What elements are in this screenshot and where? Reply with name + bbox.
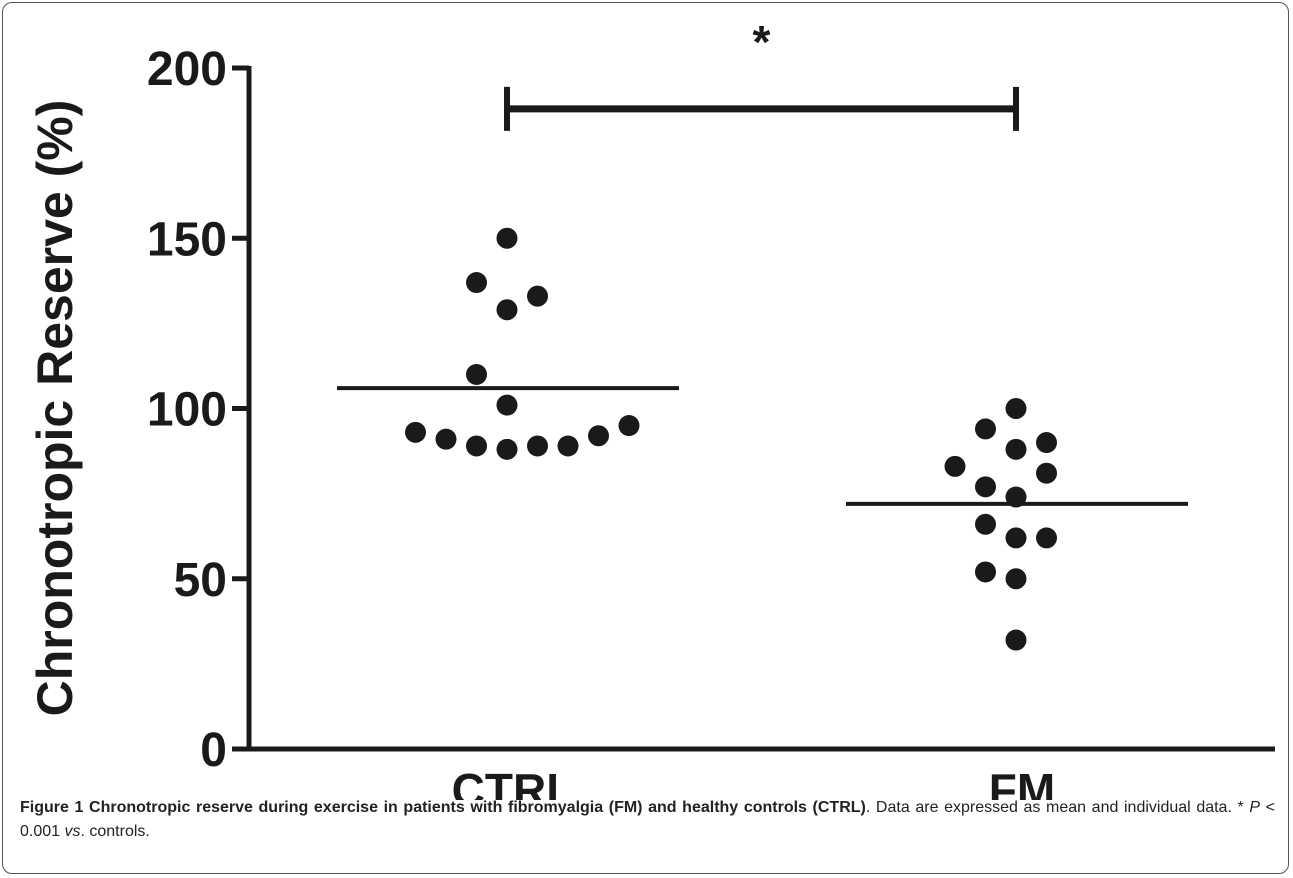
figure-caption: Figure 1 Chronotropic reserve during exe… bbox=[20, 796, 1275, 844]
significance-marker: * bbox=[753, 16, 771, 68]
point-fm-6 bbox=[1036, 462, 1057, 484]
point-ctrl-9 bbox=[466, 435, 487, 457]
y-tick-label-0: 0 bbox=[200, 724, 227, 777]
point-ctrl-5 bbox=[466, 363, 487, 385]
point-fm-2 bbox=[975, 418, 996, 440]
scatter-chart: 0 50 100 150 200 Chronotropic Reserve (%) CTRL… bbox=[27, 16, 1275, 800]
point-fm-13 bbox=[1005, 568, 1027, 590]
caption-title: Figure 1 Chronotropic reserve during exe… bbox=[20, 799, 866, 816]
point-ctrl-14 bbox=[618, 415, 640, 437]
y-tick-label-150: 150 bbox=[147, 213, 227, 266]
y-tick-label-200: 200 bbox=[147, 43, 227, 96]
caption-p: P bbox=[1249, 799, 1261, 816]
point-ctrl-4 bbox=[496, 299, 518, 321]
point-ctrl-11 bbox=[527, 435, 548, 457]
point-fm-8 bbox=[1005, 486, 1027, 508]
point-fm-10 bbox=[1005, 527, 1027, 549]
caption-vs: vs bbox=[64, 823, 81, 840]
y-axis-title: Chronotropic Reserve (%) bbox=[27, 100, 83, 717]
point-fm-9 bbox=[975, 513, 996, 535]
point-fm-12 bbox=[975, 561, 996, 583]
point-fm-1 bbox=[1005, 398, 1027, 419]
x-tick-label-ctrl: CTRL bbox=[452, 764, 575, 800]
point-ctrl-10 bbox=[496, 438, 518, 460]
point-ctrl-8 bbox=[435, 428, 457, 450]
caption-text-c: . controls. bbox=[80, 823, 150, 840]
point-ctrl-7 bbox=[405, 421, 426, 443]
point-ctrl-3 bbox=[527, 285, 548, 307]
caption-text-a: . Data are expressed as mean and individ… bbox=[865, 799, 1250, 816]
point-fm-5 bbox=[944, 455, 966, 477]
y-tick-label-100: 100 bbox=[147, 384, 227, 437]
point-fm-4 bbox=[1036, 432, 1057, 454]
caption-text-b: < 0.001 bbox=[20, 799, 1275, 840]
point-ctrl-2 bbox=[466, 272, 487, 294]
point-ctrl-6 bbox=[496, 394, 518, 416]
x-tick-label-fm: FM bbox=[989, 764, 1055, 800]
point-ctrl-13 bbox=[588, 425, 609, 447]
point-ctrl-1 bbox=[496, 227, 518, 249]
point-ctrl-12 bbox=[557, 435, 579, 457]
y-tick-label-50: 50 bbox=[174, 554, 227, 607]
point-fm-14 bbox=[1005, 629, 1027, 651]
point-fm-11 bbox=[1036, 527, 1057, 549]
point-fm-3 bbox=[1005, 438, 1027, 460]
point-fm-7 bbox=[975, 476, 996, 498]
